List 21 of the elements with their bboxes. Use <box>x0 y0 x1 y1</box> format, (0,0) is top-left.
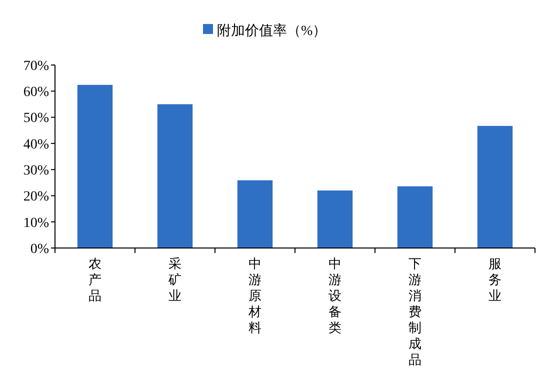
x-tick-label: 农产品 <box>88 256 102 303</box>
bar <box>477 126 513 248</box>
bar <box>317 190 353 248</box>
y-tick-label: 20% <box>23 190 50 205</box>
y-tick-label: 40% <box>23 137 50 152</box>
bar <box>77 84 113 248</box>
y-tick-label: 10% <box>23 216 50 231</box>
y-tick-label: 70% <box>23 58 50 74</box>
y-tick-label: 0% <box>30 242 50 257</box>
x-tick-label: 采矿业 <box>168 256 182 303</box>
x-tick-label: 中游设备类 <box>328 256 342 335</box>
bar <box>237 180 273 248</box>
legend-label: 附加价值率（%） <box>217 22 327 39</box>
y-tick-label: 60% <box>23 85 50 100</box>
x-tick-label: 服务业 <box>488 256 502 303</box>
x-tick-label: 中游原材料 <box>248 256 262 335</box>
x-tick-label: 下游消费制成品 <box>408 256 422 367</box>
y-tick-label: 50% <box>23 111 50 126</box>
y-tick-label: 30% <box>23 163 50 178</box>
bar <box>397 186 433 248</box>
bar <box>157 104 193 248</box>
